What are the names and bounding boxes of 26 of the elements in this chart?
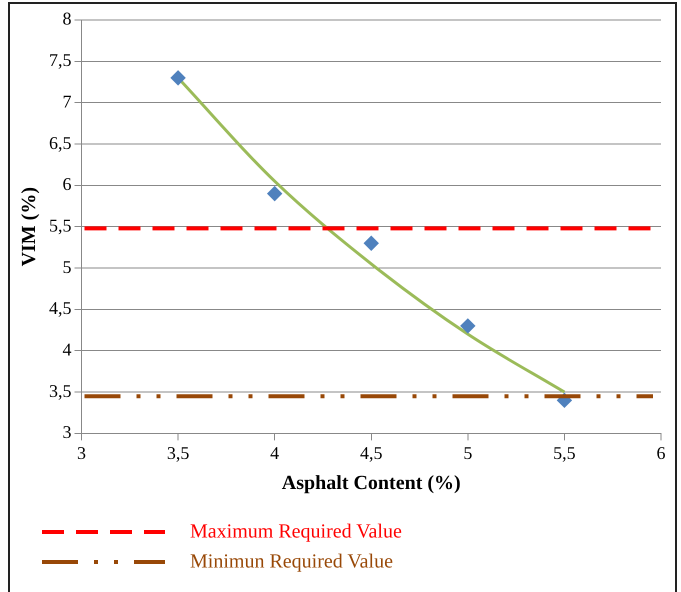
ref-line-label: Maximum Required Value (190, 520, 402, 542)
point (170, 70, 186, 86)
point (460, 318, 476, 334)
y-tick-label: 3,5 (49, 380, 72, 401)
x-tick-label: 4 (270, 442, 280, 463)
y-axis-title: VIM (%) (18, 186, 40, 266)
y-tick-label: 4,5 (49, 298, 72, 318)
ref-line-label: Minimun Required Value (190, 550, 394, 572)
x-tick-label: 6 (656, 442, 666, 463)
point (364, 236, 379, 251)
y-tick-label: 8 (62, 8, 72, 29)
y-tick-label: 7,5 (49, 50, 72, 70)
y-tick-label: 6 (62, 174, 72, 194)
y-tick-label: 5 (62, 256, 72, 277)
y-tick-label: 7 (62, 91, 72, 112)
x-tick-label: 3,5 (166, 442, 190, 463)
y-tick-label: 5,5 (49, 215, 72, 236)
x-axis-title: Asphalt Content (%) (282, 472, 461, 494)
y-tick-label: 3 (62, 422, 72, 442)
x-tick-label: 4,5 (360, 442, 382, 463)
x-tick-label: 5 (463, 442, 472, 463)
y-tick-label: 4 (62, 339, 72, 360)
point (267, 186, 282, 202)
x-tick-label: 5,5 (553, 442, 576, 463)
y-tick-label: 6,5 (49, 132, 72, 153)
x-tick-label: 3 (77, 442, 86, 463)
